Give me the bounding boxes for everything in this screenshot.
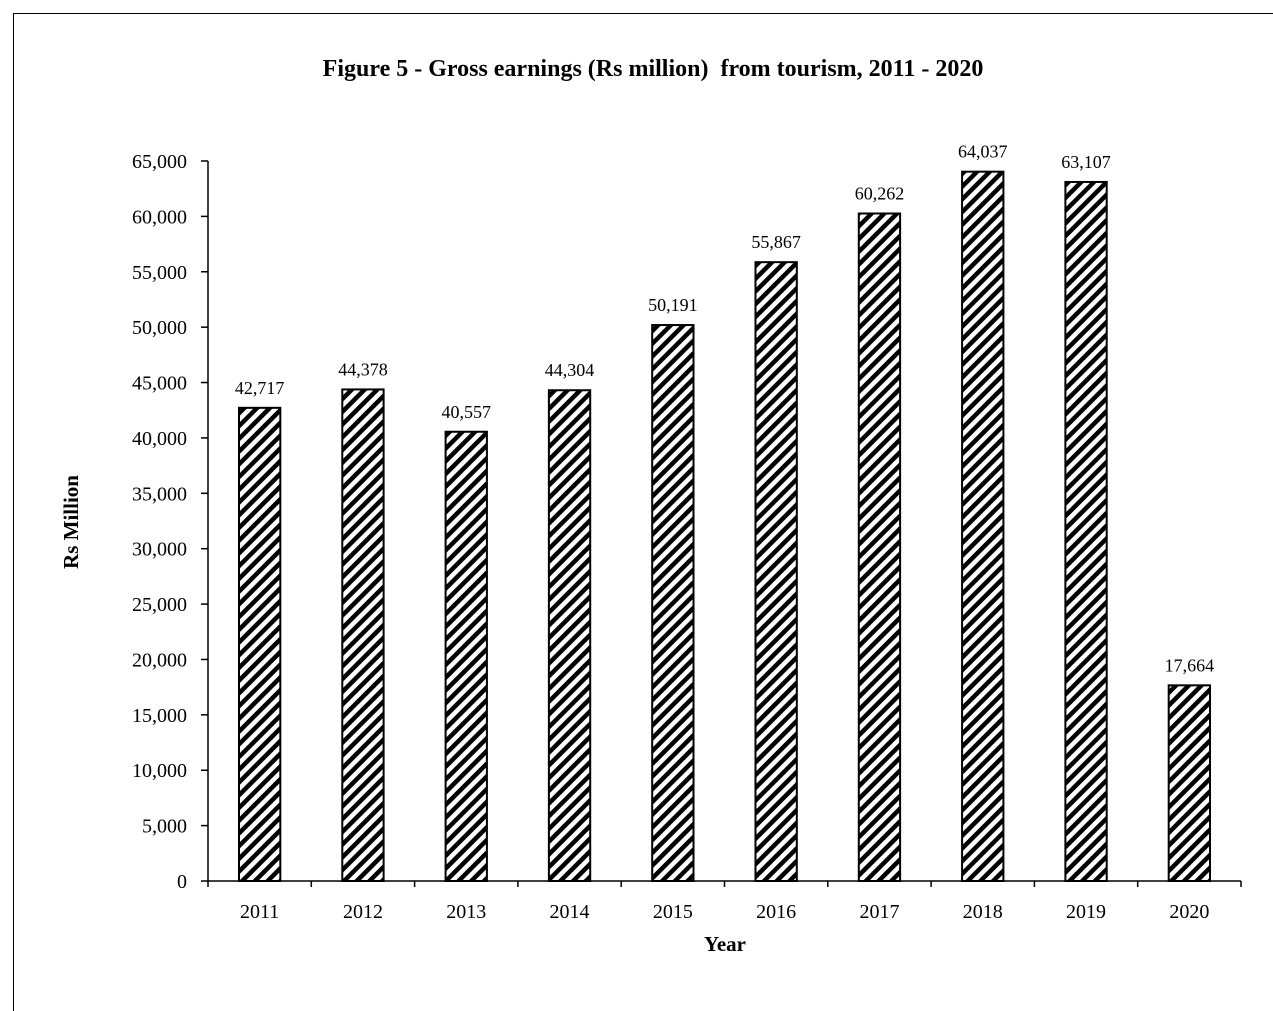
data-label-2017: 60,262 [855, 183, 905, 203]
x-axis-ticks: 2011 2012 2013 2014 2015 2016 2017 2018 2019 2020 [207, 881, 1242, 923]
x-tick-label: 2016 [756, 901, 796, 923]
y-tick-label: 60,000 [132, 206, 187, 228]
figure-frame [13, 13, 1273, 1011]
y-axis-title: Rs Million [59, 475, 83, 569]
y-tick-label: 10,000 [132, 760, 187, 782]
y-tick-label: 15,000 [132, 705, 187, 727]
x-tick-label: 2019 [1066, 901, 1106, 923]
bar-series [237, 170, 1212, 883]
x-tick-label: 2012 [343, 901, 383, 923]
x-tick-label: 2014 [550, 901, 590, 923]
data-label-2011: 42,717 [235, 378, 285, 398]
bar-2018 [961, 170, 1005, 883]
bar-2011 [237, 406, 282, 882]
y-tick-label: 45,000 [132, 373, 187, 395]
data-label-2015: 50,191 [648, 295, 698, 315]
y-tick-label: 50,000 [132, 317, 187, 339]
chart-title: Figure 5 - Gross earnings (Rs million) f… [323, 56, 984, 82]
y-tick-label: 30,000 [132, 539, 187, 561]
y-tick-label: 65,000 [132, 151, 187, 173]
x-tick-label: 2013 [446, 901, 486, 923]
y-tick-label: 25,000 [132, 594, 187, 616]
bar-2016 [754, 261, 798, 882]
data-label-2014: 44,304 [545, 360, 595, 380]
bar-2019 [1064, 180, 1108, 882]
data-label-2020: 17,664 [1165, 655, 1215, 675]
data-labels: 42,717 44,378 40,557 44,304 50,191 55,867 60,2… [235, 142, 1214, 676]
x-tick-label: 2017 [859, 901, 899, 923]
bar-2013 [444, 430, 488, 882]
x-tick-label: 2011 [240, 901, 279, 923]
data-label-2018: 64,037 [958, 142, 1008, 162]
y-tick-label: 5,000 [142, 816, 187, 838]
data-label-2019: 63,107 [1061, 152, 1111, 172]
x-tick-label: 2015 [653, 901, 693, 923]
x-tick-label: 2020 [1169, 901, 1209, 923]
y-tick-label: 35,000 [132, 483, 187, 505]
data-label-2013: 40,557 [442, 402, 492, 422]
y-tick-label: 20,000 [132, 649, 187, 671]
y-tick-label: 0 [177, 871, 187, 893]
bar-2014 [547, 389, 592, 882]
x-tick-label: 2018 [963, 901, 1003, 923]
y-axis-ticks: 0 5,000 10,000 15,000 20,000 25,000 30,000 35,0… [132, 151, 208, 893]
bar-2020 [1167, 684, 1212, 882]
y-tick-label: 55,000 [132, 262, 187, 284]
x-axis-title: Year [704, 932, 746, 956]
bar-2017 [857, 212, 902, 882]
y-tick-label: 40,000 [132, 428, 187, 450]
bar-2012 [341, 388, 385, 882]
bar-2015 [651, 324, 695, 882]
data-label-2016: 55,867 [751, 232, 801, 252]
data-label-2012: 44,378 [338, 359, 388, 379]
